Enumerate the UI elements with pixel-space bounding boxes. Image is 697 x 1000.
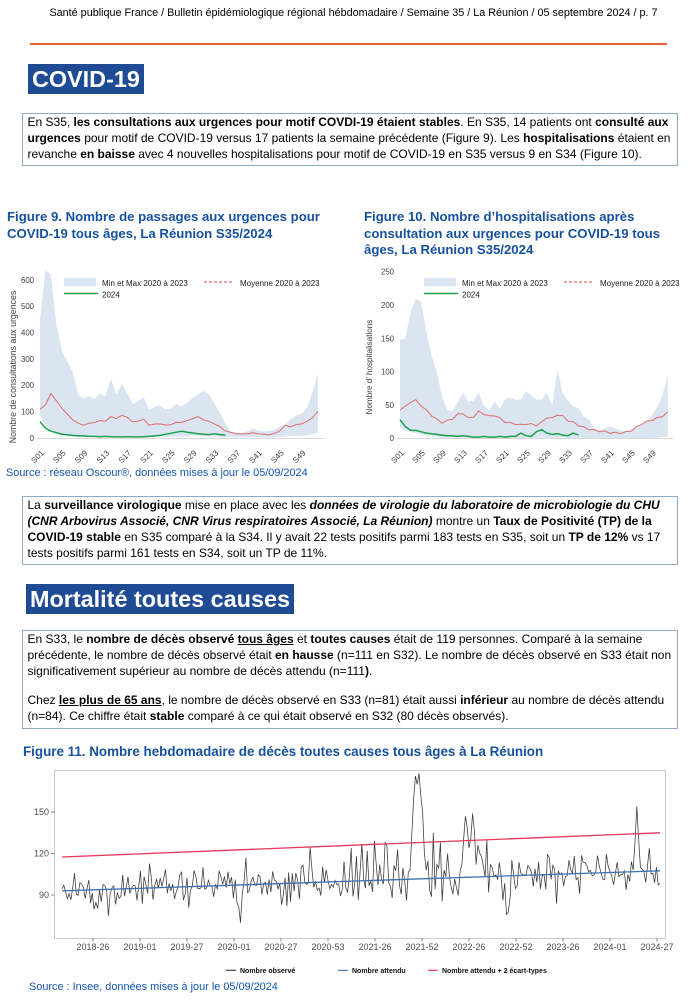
svg-text:S33: S33 — [204, 448, 221, 465]
svg-text:50: 50 — [385, 401, 394, 410]
svg-text:2022-26: 2022-26 — [452, 942, 485, 952]
svg-text:S05: S05 — [51, 448, 68, 465]
svg-text:Nombre attendu: Nombre attendu — [352, 968, 406, 975]
svg-text:S01: S01 — [29, 448, 46, 465]
svg-text:Nombre observé: Nombre observé — [240, 968, 295, 975]
svg-text:90: 90 — [39, 890, 49, 900]
svg-text:S25: S25 — [515, 448, 532, 465]
svg-text:S45: S45 — [620, 448, 637, 465]
svg-text:100: 100 — [21, 408, 35, 417]
svg-text:S45: S45 — [269, 448, 286, 465]
svg-text:Nombre attendu + 2 écart-type: Nombre attendu + 2 écart-types — [442, 968, 547, 975]
svg-text:0: 0 — [390, 434, 395, 443]
svg-text:300: 300 — [21, 355, 35, 364]
svg-text:150: 150 — [381, 334, 395, 343]
svg-text:S13: S13 — [452, 448, 469, 465]
svg-text:S09: S09 — [431, 448, 448, 465]
svg-text:S09: S09 — [73, 448, 90, 465]
svg-text:S37: S37 — [226, 448, 243, 465]
svg-text:S29: S29 — [536, 448, 553, 465]
svg-text:2024-27: 2024-27 — [640, 942, 673, 952]
svg-text:500: 500 — [21, 302, 35, 311]
svg-text:250: 250 — [381, 268, 395, 277]
svg-text:2023-26: 2023-26 — [546, 942, 579, 952]
svg-text:2019-01: 2019-01 — [123, 942, 156, 952]
svg-text:2021-52: 2021-52 — [405, 942, 438, 952]
svg-text:Min et Max 2020 à 2023: Min et Max 2020 à 2023 — [102, 279, 188, 288]
svg-text:2019-27: 2019-27 — [170, 942, 203, 952]
svg-text:120: 120 — [34, 849, 49, 859]
svg-text:S17: S17 — [117, 448, 134, 465]
svg-text:S37: S37 — [578, 448, 595, 465]
svg-text:2020-53: 2020-53 — [311, 942, 344, 952]
svg-text:S13: S13 — [95, 448, 112, 465]
svg-text:S49: S49 — [291, 448, 308, 465]
svg-text:S21: S21 — [138, 448, 155, 465]
svg-text:200: 200 — [21, 381, 35, 390]
svg-text:Moyenne 2020 à 2023: Moyenne 2020 à 2023 — [240, 279, 320, 288]
svg-text:S25: S25 — [160, 448, 177, 465]
svg-text:2021-26: 2021-26 — [358, 942, 391, 952]
svg-text:Nombre de consultations aux ur: Nombre de consultations aux urgences — [8, 290, 18, 443]
svg-text:2018-26: 2018-26 — [76, 942, 109, 952]
svg-text:S33: S33 — [557, 448, 574, 465]
svg-text:100: 100 — [381, 368, 395, 377]
svg-text:2024-01: 2024-01 — [593, 942, 626, 952]
svg-text:Nombre d’ hospitalisations: Nombre d’ hospitalisations — [365, 320, 374, 415]
svg-text:2022-52: 2022-52 — [499, 942, 532, 952]
svg-text:S05: S05 — [410, 448, 427, 465]
svg-text:2020-27: 2020-27 — [264, 942, 297, 952]
svg-text:S29: S29 — [182, 448, 199, 465]
svg-text:150: 150 — [34, 807, 49, 817]
svg-text:200: 200 — [381, 301, 395, 310]
svg-text:S41: S41 — [599, 448, 616, 465]
svg-text:S21: S21 — [494, 448, 511, 465]
svg-text:2024: 2024 — [102, 291, 120, 300]
svg-text:2024: 2024 — [462, 291, 480, 300]
svg-text:2020-01: 2020-01 — [217, 942, 250, 952]
svg-text:S41: S41 — [247, 448, 264, 465]
svg-text:Min et Max 2020 à 2023: Min et Max 2020 à 2023 — [462, 279, 548, 288]
svg-text:600: 600 — [21, 276, 35, 285]
svg-text:S49: S49 — [641, 448, 658, 465]
svg-text:400: 400 — [21, 329, 35, 338]
svg-text:S01: S01 — [389, 448, 406, 465]
svg-text:S17: S17 — [473, 448, 490, 465]
svg-text:Moyenne 2020 à 2023: Moyenne 2020 à 2023 — [600, 279, 680, 288]
svg-text:0: 0 — [30, 434, 35, 443]
